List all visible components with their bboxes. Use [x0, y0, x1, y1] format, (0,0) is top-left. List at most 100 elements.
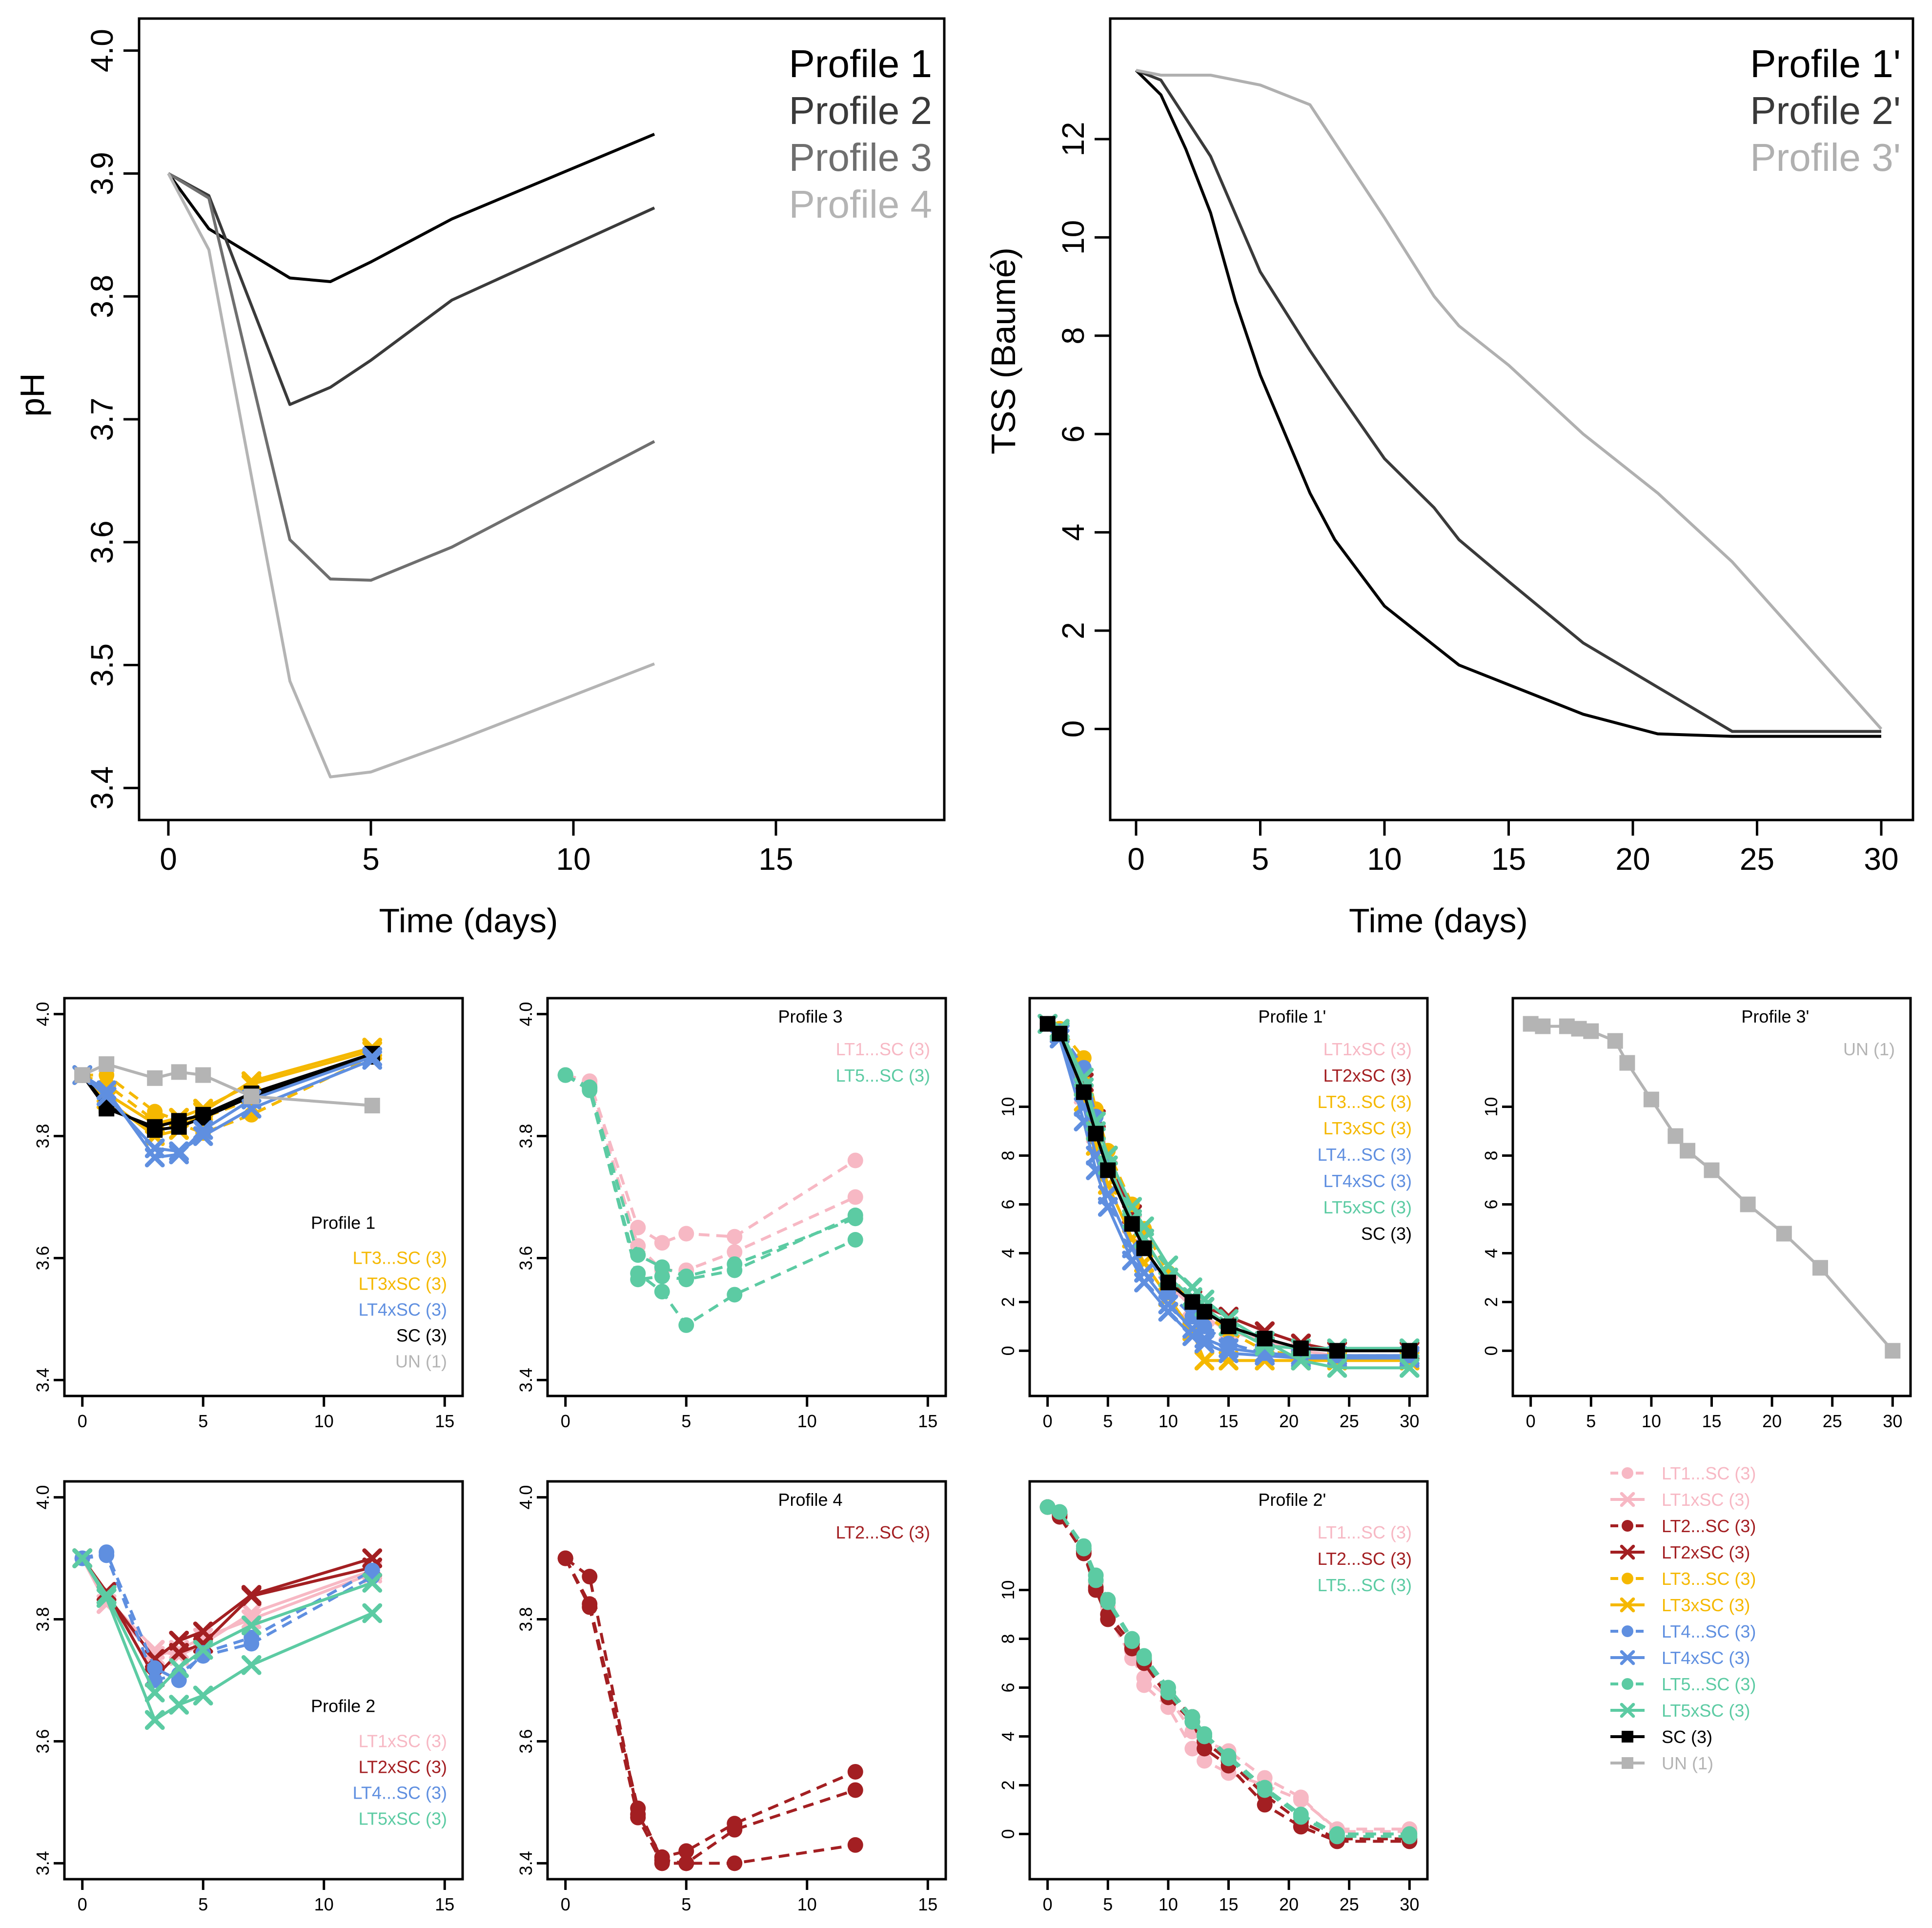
x-tick-label: 30 — [1400, 1411, 1419, 1431]
legend-entry: UN (1) — [1843, 1039, 1895, 1059]
data-point — [847, 1782, 863, 1798]
y-tick-label: 3.8 — [33, 1124, 53, 1149]
legend-entry: LT1...SC (3) — [1662, 1463, 1756, 1483]
legend-entry: LT1...SC (3) — [1318, 1522, 1412, 1542]
data-point — [244, 1088, 260, 1105]
legend-marker — [1622, 1625, 1633, 1637]
data-point — [847, 1231, 863, 1248]
global-legend-item: LT3xSC (3) — [1610, 1595, 1750, 1615]
data-point — [1329, 1826, 1345, 1842]
data-point — [847, 1152, 863, 1169]
data-point — [727, 1262, 743, 1278]
data-point — [654, 1268, 670, 1284]
x-tick-label: 15 — [1219, 1894, 1238, 1914]
chart-top-right: 0 5 10 15 20 25 30 0 2 4 6 8 10 12 Time (days) TSS (Bau… — [984, 17, 1914, 940]
x-tick-label: 10 — [1367, 841, 1402, 877]
series-line — [1047, 1505, 1410, 1831]
x-tick-label: 0 — [78, 1411, 87, 1431]
legend-marker — [1622, 1731, 1633, 1743]
legend-marker — [1620, 1544, 1635, 1560]
data-point — [727, 1287, 743, 1303]
legend-entry: Profile 2' — [1750, 89, 1901, 132]
x-tick-label: 0 — [561, 1894, 570, 1914]
data-point — [1100, 1162, 1116, 1178]
series-line — [1530, 1022, 1894, 1352]
y-tick-label: 10 — [998, 1580, 1018, 1600]
data-point — [1402, 1826, 1418, 1842]
data-point — [678, 1855, 694, 1871]
legend-entry: LT4xSC (3) — [359, 1300, 447, 1320]
data-point — [1220, 1318, 1237, 1334]
series-line — [167, 172, 655, 582]
legend-marker — [1620, 1702, 1635, 1718]
legend-marker — [1622, 1520, 1633, 1532]
x-tick-label: 5 — [362, 841, 380, 877]
x-tick-label: 15 — [918, 1411, 937, 1431]
data-point — [1219, 1338, 1239, 1358]
data-point — [169, 1141, 189, 1162]
x-tick-label: 5 — [1252, 841, 1269, 877]
x-tick-label: 0 — [1127, 841, 1145, 877]
x-tick-label: 0 — [1043, 1894, 1053, 1914]
y-tick-label: 3.8 — [84, 275, 120, 318]
data-point — [99, 1056, 115, 1072]
global-legend-item: LT5...SC (3) — [1610, 1674, 1756, 1694]
x-tick-label: 10 — [314, 1411, 334, 1431]
series-line — [564, 1557, 856, 1859]
data-point — [1399, 1358, 1420, 1378]
y-tick-label: 0 — [998, 1829, 1018, 1839]
data-point — [241, 1655, 262, 1675]
data-point — [630, 1272, 646, 1288]
global-legend-item: LT2...SC (3) — [1610, 1516, 1756, 1536]
data-point — [96, 1585, 117, 1605]
data-point — [1776, 1226, 1792, 1242]
legend-entry: Profile 3' — [1750, 136, 1901, 179]
y-tick-label: 0 — [1481, 1346, 1501, 1355]
series-line — [565, 1073, 856, 1272]
data-point — [1194, 1351, 1215, 1371]
data-point — [582, 1081, 598, 1097]
y-tick-label: 4 — [1056, 524, 1091, 541]
x-tick-label: 20 — [1615, 841, 1650, 877]
global-legend-item: LT1...SC (3) — [1610, 1463, 1756, 1483]
legend-marker — [1622, 1467, 1633, 1479]
data-point — [171, 1119, 187, 1135]
chart-profile-2-prime: 0 5 10 15 20 25 30 0 2 4 6 8 10 Profile 2' LT1...SC (3… — [998, 1480, 1429, 1914]
x-tick-label: 0 — [78, 1894, 87, 1914]
x-tick-label: 10 — [1642, 1411, 1661, 1431]
y-tick-label: 4.0 — [33, 1485, 53, 1510]
x-tick-label: 20 — [1279, 1411, 1299, 1431]
series-line — [167, 173, 655, 779]
data-point — [678, 1226, 694, 1242]
x-tick-label: 5 — [198, 1411, 208, 1431]
global-legend-item: LT1xSC (3) — [1610, 1490, 1750, 1510]
y-tick-label: 3.6 — [84, 520, 120, 564]
data-point — [1136, 1240, 1152, 1256]
data-point — [1052, 1504, 1068, 1520]
data-point — [1197, 1753, 1213, 1769]
chart-profile-3-prime: 0 5 10 15 20 25 30 0 2 4 6 8 10 Profile 3' UN (1) — [1481, 997, 1912, 1431]
legend-entry: LT4...SC (3) — [353, 1783, 447, 1803]
data-point — [1619, 1055, 1635, 1071]
y-tick-label: 4 — [998, 1731, 1018, 1741]
x-tick-label: 15 — [1702, 1411, 1721, 1431]
y-tick-label: 3.4 — [516, 1851, 536, 1875]
series-line — [565, 1073, 856, 1278]
y-tick-label: 0 — [998, 1346, 1018, 1355]
legend-entry: SC (3) — [1662, 1727, 1712, 1747]
data-point — [99, 1547, 115, 1563]
y-tick-label: 4.0 — [516, 1485, 536, 1510]
data-point — [1194, 1329, 1215, 1349]
x-tick-label: 5 — [1103, 1411, 1113, 1431]
y-tick-label: 4.0 — [84, 29, 120, 72]
y-axis-label: TSS (Baumé) — [984, 247, 1022, 454]
data-point — [582, 1599, 598, 1615]
data-point — [1100, 1592, 1116, 1608]
legend-title: Profile 4 — [778, 1490, 843, 1510]
data-point — [727, 1855, 743, 1871]
legend-entry: LT3xSC (3) — [1323, 1118, 1412, 1138]
global-legend: LT1...SC (3) LT1xSC (3) LT2...SC (3) LT2xSC… — [1610, 1463, 1756, 1773]
data-point — [1704, 1162, 1720, 1178]
chart-profile-1-prime: 0 5 10 15 20 25 30 0 2 4 6 8 10 Profile 1' LT1xSC (3) L… — [998, 997, 1429, 1431]
x-tick-label: 5 — [198, 1894, 208, 1914]
